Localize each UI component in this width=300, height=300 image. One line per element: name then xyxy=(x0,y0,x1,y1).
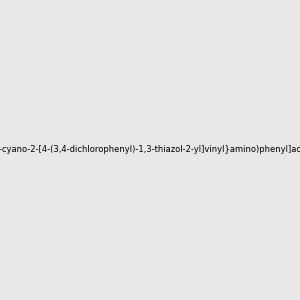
Text: N-[4-({2-cyano-2-[4-(3,4-dichlorophenyl)-1,3-thiazol-2-yl]vinyl}amino)phenyl]ace: N-[4-({2-cyano-2-[4-(3,4-dichlorophenyl)… xyxy=(0,146,300,154)
